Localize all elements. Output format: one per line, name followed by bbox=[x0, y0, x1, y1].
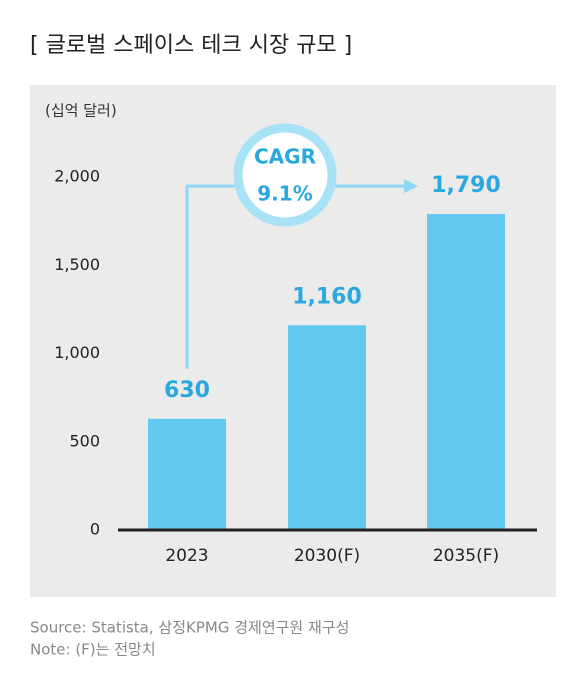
x-tick-label: 2030(F) bbox=[294, 546, 360, 566]
bar bbox=[427, 214, 505, 530]
x-tick-label: 2035(F) bbox=[433, 546, 499, 566]
y-tick-label: 1,000 bbox=[54, 343, 100, 362]
bar bbox=[148, 418, 226, 530]
cagr-title: CAGR bbox=[254, 145, 316, 169]
arrow-head bbox=[404, 179, 418, 194]
y-tick-label: 500 bbox=[69, 431, 100, 450]
x-tick-label: 2023 bbox=[165, 546, 208, 566]
note: Note: (F)는 전망치 bbox=[30, 641, 156, 659]
y-tick-label: 0 bbox=[90, 520, 100, 539]
source: Source: Statista, 삼정KPMG 경제연구원 재구성 bbox=[30, 619, 349, 637]
cagr-badge bbox=[233, 123, 337, 227]
y-axis-label: (십억 달러) bbox=[45, 102, 117, 120]
y-tick-label: 2,000 bbox=[54, 167, 100, 186]
value-label: 1,160 bbox=[292, 284, 362, 309]
value-label: 630 bbox=[164, 378, 210, 403]
bar bbox=[288, 325, 366, 530]
chart-title: [ 글로벌 스페이스 테크 시장 규모 ] bbox=[30, 33, 352, 58]
cagr-value: 9.1% bbox=[257, 182, 312, 206]
y-tick-label: 1,500 bbox=[54, 255, 100, 274]
value-label: 1,790 bbox=[431, 173, 501, 198]
